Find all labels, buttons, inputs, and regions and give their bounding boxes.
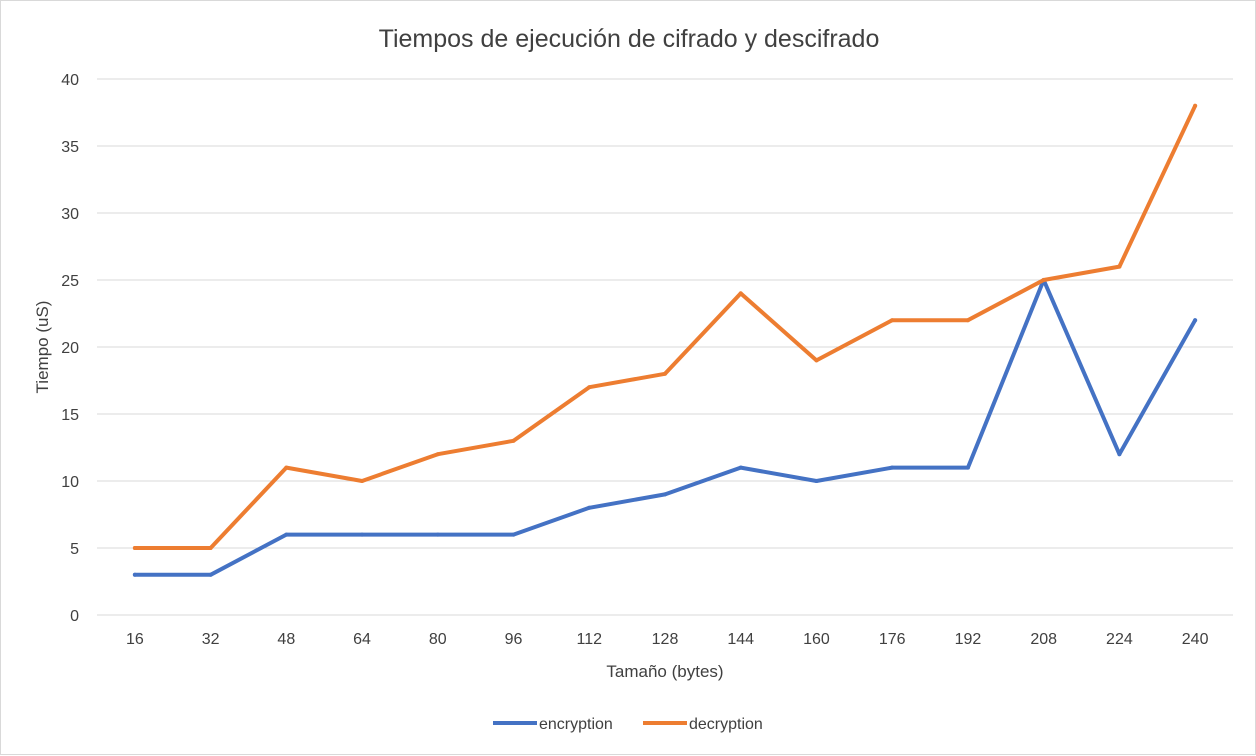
y-axis-ticks: 0 5 10 15 20 25 30 35 40 [61, 72, 79, 625]
data-point-decryption [1117, 264, 1122, 269]
y-tick-label: 10 [61, 474, 79, 491]
y-tick-label: 30 [61, 206, 79, 223]
data-point-encryption [511, 532, 516, 537]
legend-label-encryption: encryption [539, 716, 613, 733]
y-tick-label: 20 [61, 340, 79, 357]
x-axis-ticks: 16 32 48 64 80 96 112 128 144 160 176 192 208 224 240 [126, 631, 1209, 648]
series-line-decryption [132, 103, 1198, 550]
data-point-decryption [965, 318, 970, 323]
x-tick-label: 192 [955, 631, 982, 648]
data-point-decryption [814, 358, 819, 363]
x-tick-label: 144 [727, 631, 754, 648]
data-point-decryption [511, 438, 516, 443]
x-tick-label: 48 [277, 631, 295, 648]
data-point-encryption [663, 492, 667, 497]
data-point-decryption [435, 452, 440, 457]
x-tick-label: 240 [1182, 631, 1209, 648]
data-point-encryption [208, 572, 213, 577]
x-tick-label: 80 [429, 631, 447, 648]
data-point-decryption [1041, 278, 1046, 282]
x-tick-label: 16 [126, 631, 144, 648]
data-point-decryption [132, 546, 137, 550]
x-tick-label: 208 [1030, 631, 1057, 648]
x-tick-label: 32 [202, 631, 220, 648]
legend-item-encryption[interactable]: encryption [493, 716, 613, 733]
x-tick-label: 96 [505, 631, 523, 648]
y-tick-label: 40 [61, 72, 79, 89]
series-lines [132, 103, 1198, 577]
data-point-encryption [1193, 318, 1198, 323]
gridlines [97, 78, 1233, 616]
legend-item-decryption[interactable]: decryption [643, 716, 763, 733]
data-point-decryption [208, 546, 213, 550]
data-point-encryption [890, 465, 895, 470]
y-tick-label: 35 [61, 139, 79, 156]
data-point-encryption [284, 532, 289, 537]
data-point-encryption [587, 505, 592, 510]
x-tick-label: 160 [803, 631, 830, 648]
data-point-decryption [284, 465, 289, 470]
y-tick-label: 0 [70, 608, 79, 625]
x-tick-label: 128 [652, 631, 679, 648]
legend-label-decryption: decryption [689, 716, 763, 733]
x-tick-label: 224 [1106, 631, 1133, 648]
x-axis-label: Tamaño (bytes) [606, 662, 723, 681]
data-point-encryption [965, 465, 970, 470]
x-tick-label: 112 [577, 631, 603, 648]
series-line-encryption [132, 278, 1198, 577]
x-tick-label: 64 [353, 631, 371, 648]
y-tick-label: 5 [70, 541, 79, 558]
data-point-encryption [435, 532, 440, 537]
data-point-encryption [1117, 452, 1122, 457]
y-tick-label: 25 [61, 273, 79, 290]
data-point-encryption [360, 532, 365, 537]
y-tick-label: 15 [61, 407, 79, 424]
data-point-encryption [814, 479, 819, 483]
data-point-encryption [132, 572, 137, 577]
data-point-decryption [738, 291, 743, 296]
data-point-decryption [360, 479, 365, 483]
data-point-decryption [1193, 103, 1198, 108]
y-axis-label: Tiempo (uS) [33, 301, 52, 394]
data-point-decryption [890, 318, 895, 323]
x-tick-label: 176 [879, 631, 906, 648]
legend[interactable]: encryption decryption [493, 716, 763, 733]
chart-title: Tiempos de ejecución de cifrado y descif… [379, 25, 880, 53]
data-point-decryption [587, 385, 592, 390]
data-point-decryption [663, 371, 667, 376]
data-point-encryption [738, 465, 743, 470]
